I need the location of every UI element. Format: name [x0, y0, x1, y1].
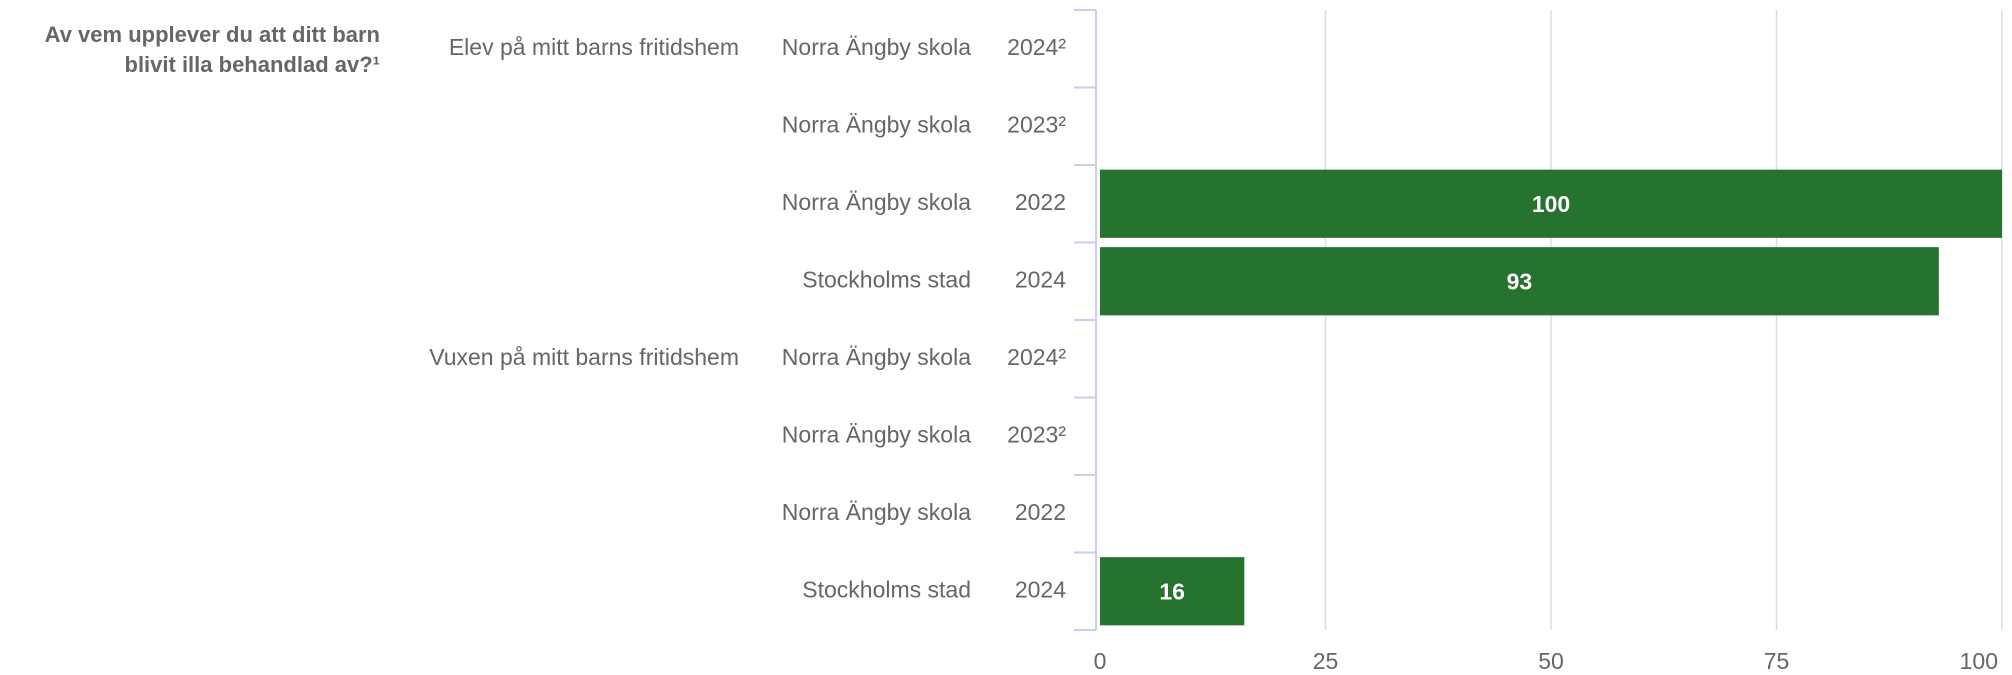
year-label: 2024²: [1007, 34, 1066, 60]
data-label: 100: [1532, 191, 1570, 217]
school-label: Stockholms stad: [802, 576, 971, 602]
school-label: Norra Ängby skola: [782, 189, 971, 215]
year-label: 2024: [1015, 576, 1066, 602]
x-tick-label: 75: [1764, 648, 1790, 674]
data-label: 93: [1507, 268, 1533, 294]
year-label: 2023²: [1007, 111, 1066, 137]
school-label: Norra Ängby skola: [782, 421, 971, 447]
group-label: Elev på mitt barns fritidshem: [449, 34, 739, 60]
bar: [1100, 169, 2002, 238]
year-label: 2022: [1015, 499, 1066, 525]
school-label: Norra Ängby skola: [782, 34, 971, 60]
x-tick-label: 100: [1960, 648, 1998, 674]
chart-title: Av vem upplever du att ditt barn blivit …: [44, 22, 380, 77]
bar: [1100, 247, 1939, 316]
year-label: 2022: [1015, 189, 1066, 215]
group-label: Vuxen på mitt barns fritidshem: [429, 344, 739, 370]
year-label: 2024²: [1007, 344, 1066, 370]
school-label: Norra Ängby skola: [782, 499, 971, 525]
year-label: 2023²: [1007, 421, 1066, 447]
school-label: Norra Ängby skola: [782, 344, 971, 370]
school-label: Norra Ängby skola: [782, 111, 971, 137]
x-tick-label: 50: [1538, 648, 1564, 674]
school-label: Stockholms stad: [802, 266, 971, 292]
bar: [1100, 557, 1245, 626]
x-tick-label: 0: [1094, 648, 1107, 674]
data-label: 16: [1159, 578, 1185, 604]
x-tick-label: 25: [1313, 648, 1339, 674]
year-label: 2024: [1015, 266, 1066, 292]
